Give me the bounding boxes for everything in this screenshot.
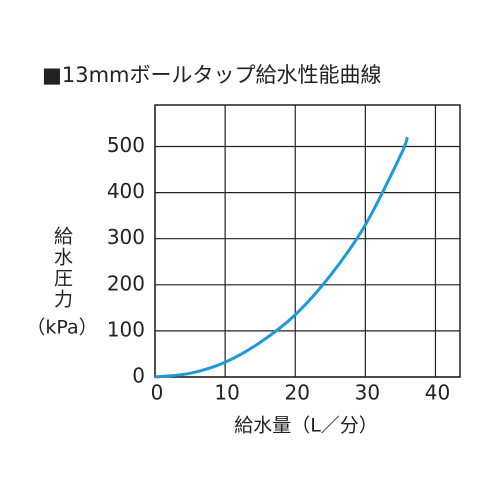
y-axis-label: 給水圧力 (51, 226, 73, 310)
plot-frame (154, 104, 461, 378)
y-tick-label: 300 (107, 225, 145, 249)
x-axis-label: 給水量（L／分） (234, 415, 378, 437)
chart-title: ■13mmボールタップ給水性能曲線 (42, 63, 381, 87)
x-tick-label: 40 (425, 381, 450, 405)
curve (154, 136, 409, 379)
y-tick-label: 200 (107, 271, 145, 295)
y-tick-label: 400 (107, 179, 145, 203)
y-tick-label: 100 (107, 317, 145, 341)
x-tick-label: 20 (285, 381, 310, 405)
y-tick-label: 0 (132, 364, 145, 388)
y-axis-unit: （kPa） (26, 317, 97, 339)
x-tick-label: 0 (151, 381, 164, 405)
x-tick-label: 30 (355, 381, 380, 405)
y-tick-label: 500 (107, 133, 145, 157)
x-tick-label: 10 (214, 381, 239, 405)
